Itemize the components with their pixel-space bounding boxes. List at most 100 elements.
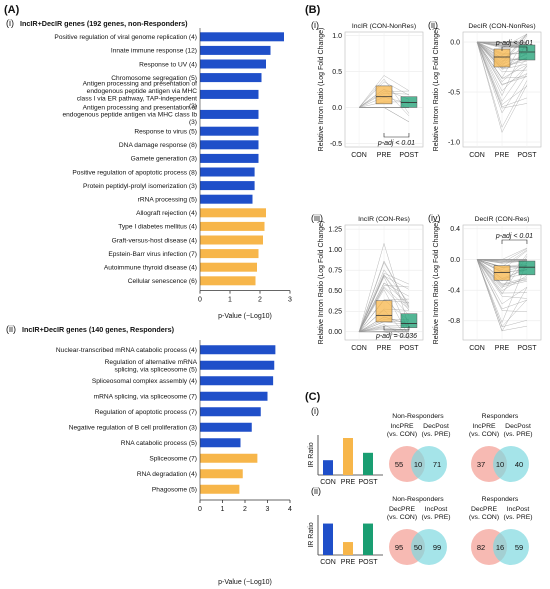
significance-label: p-adj < 0.01 [495, 233, 533, 240]
sample-line [358, 325, 409, 333]
category-label: Spliceosomal complex assembly (4) [92, 378, 197, 385]
ir-bar [363, 452, 373, 475]
x-tick-label: CON [469, 152, 485, 159]
x-tick-label: 1 [228, 297, 232, 304]
bar [200, 126, 259, 136]
sample-line [476, 41, 528, 102]
y-tick-label: -1.0 [448, 139, 460, 146]
panel-a-i-xlabel: p-Value (−Log10) [218, 313, 272, 320]
category-label: Nuclear-transcribed mRNA catabolic proce… [56, 347, 197, 354]
venn-right-sub: (vs. PRE) [421, 514, 450, 521]
x-tick-label: CON [320, 559, 336, 566]
bar [200, 32, 284, 42]
x-tick-label: CON [469, 345, 485, 352]
sample-line [476, 41, 528, 86]
y-tick-label: -0.5 [448, 89, 460, 96]
sample-line [477, 259, 527, 264]
panel-label-c: (C) [305, 391, 321, 403]
bar [200, 221, 265, 231]
venn-right-count: 99 [433, 543, 441, 552]
venn-0: Non-Responders IncPRE(vs. CON) DecPost(vs.… [387, 413, 451, 482]
x-tick-label: 2 [258, 297, 262, 304]
boxplot-2: 0.00 0.25 0.50 0.75 1.00 1.25 IncIR (CON-Res) (… [311, 213, 424, 352]
category-label: DNA damage response (8) [119, 142, 197, 149]
sample-line [476, 41, 528, 92]
ir-bar [363, 523, 373, 555]
venn-title: Non-Responders [392, 496, 444, 503]
bar [200, 249, 259, 259]
y-axis-label: Relative Intron Ratio (Log Fold Change) [433, 28, 440, 152]
category-label: Innate immune response (12) [111, 48, 197, 55]
x-tick-label: PRE [495, 345, 510, 352]
box-pre [375, 85, 393, 105]
x-tick-label: 3 [288, 297, 292, 304]
panel-a-i-sublabel: (i) [6, 18, 14, 28]
sample-line [358, 289, 410, 337]
bar [200, 45, 271, 55]
venn-left-sub: (vs. CON) [469, 431, 499, 438]
venn-overlap-count: 16 [496, 543, 504, 552]
venn-right-sub: (vs. PRE) [503, 431, 532, 438]
ir-bar-chart-0: (i) IR Ratio CON PRE POST [308, 406, 383, 486]
y-tick-label: 0.0 [450, 257, 460, 264]
y-tick-label: 0.75 [328, 268, 342, 275]
sample-line [476, 41, 528, 114]
sample-line [476, 259, 528, 332]
venn-right-label: DecPost [505, 423, 531, 430]
category-label: mRNA splicing, via spliceosome (7) [94, 394, 197, 401]
panel-a-ii-title: IncIR+DecIR genes (140 genes, Responders… [22, 325, 175, 334]
boxplot-title: IncIR (CON-NonRes) [352, 23, 416, 30]
y-tick-label: 0.50 [328, 288, 342, 295]
x-tick-label: 0 [198, 297, 202, 304]
sample-line [358, 81, 410, 108]
venn-left-count: 82 [477, 543, 485, 552]
category-label: Autoimmune thyroid disease (4) [104, 265, 197, 272]
sample-line [358, 286, 410, 332]
sample-line [359, 331, 410, 339]
panel-a-i: (i) IncIR+DecIR genes (192 genes, non-Re… [6, 18, 292, 320]
x-tick-label: PRE [377, 152, 392, 159]
box-pre [375, 300, 393, 323]
y-tick-label: 0.5 [332, 69, 342, 76]
bar [200, 153, 259, 163]
venn-right-sub: (vs. PRE) [421, 431, 450, 438]
panel-label-b: (B) [305, 4, 321, 16]
y-tick-label: 0.0 [450, 39, 460, 46]
venn-left-label: DecPRE [471, 506, 498, 513]
y-axis-label: Relative Intron Ratio (Log Fold Change) [433, 221, 440, 345]
category-label: Spliceosome (7) [149, 456, 197, 463]
y-tick-label: 1.0 [332, 33, 342, 40]
bar [200, 167, 255, 177]
bar [200, 422, 252, 432]
y-tick-label: 0.25 [328, 309, 342, 316]
x-tick-label: POST [399, 152, 419, 159]
venn-right-count: 59 [515, 543, 523, 552]
y-axis-label: Relative Intron Ratio (Log Fold Change) [318, 221, 325, 345]
bar [200, 407, 261, 417]
x-tick-label: CON [320, 479, 336, 486]
x-tick-label: POST [358, 479, 378, 486]
category-label: Allograft rejection (4) [136, 210, 197, 217]
category-label: Cellular senescence (6) [128, 278, 197, 285]
ir-sublabel: (i) [311, 406, 319, 416]
sample-line [476, 40, 528, 97]
bar [200, 109, 259, 119]
sample-line [358, 324, 410, 339]
category-label: Regulation of apoptotic process (7) [95, 409, 197, 416]
sample-line [476, 259, 527, 299]
ir-bar [323, 523, 333, 555]
ir-sublabel: (ii) [311, 486, 321, 496]
venn-1: Responders IncPRE(vs. CON) DecPost(vs. PRE… [469, 413, 533, 482]
venn-left-sub: (vs. CON) [387, 514, 417, 521]
y-tick-label: 0.0 [332, 105, 342, 112]
bar [200, 208, 266, 218]
bar [200, 345, 276, 355]
sample-line [477, 259, 527, 262]
boxplot-sublabel: (i) [311, 20, 319, 30]
bar [200, 73, 262, 83]
ir-bar-chart-1: (ii) IR Ratio CON PRE POST [308, 486, 383, 566]
sample-line [476, 253, 528, 289]
significance-bracket [383, 326, 410, 331]
venn-right-circle [411, 529, 447, 565]
boxplot-sublabel: (iv) [428, 213, 441, 223]
